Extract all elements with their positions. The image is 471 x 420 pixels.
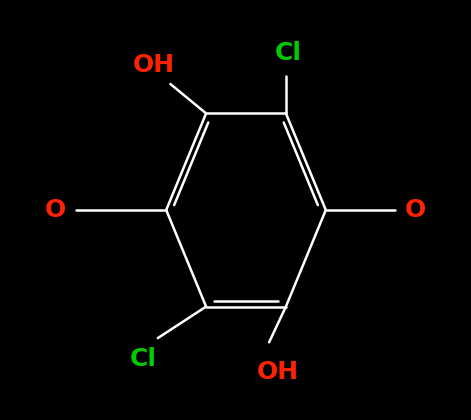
Text: O: O: [405, 198, 426, 222]
Text: O: O: [45, 198, 66, 222]
Text: OH: OH: [256, 360, 299, 384]
Text: OH: OH: [132, 53, 175, 77]
Text: Cl: Cl: [275, 40, 301, 65]
Text: Cl: Cl: [130, 347, 156, 371]
